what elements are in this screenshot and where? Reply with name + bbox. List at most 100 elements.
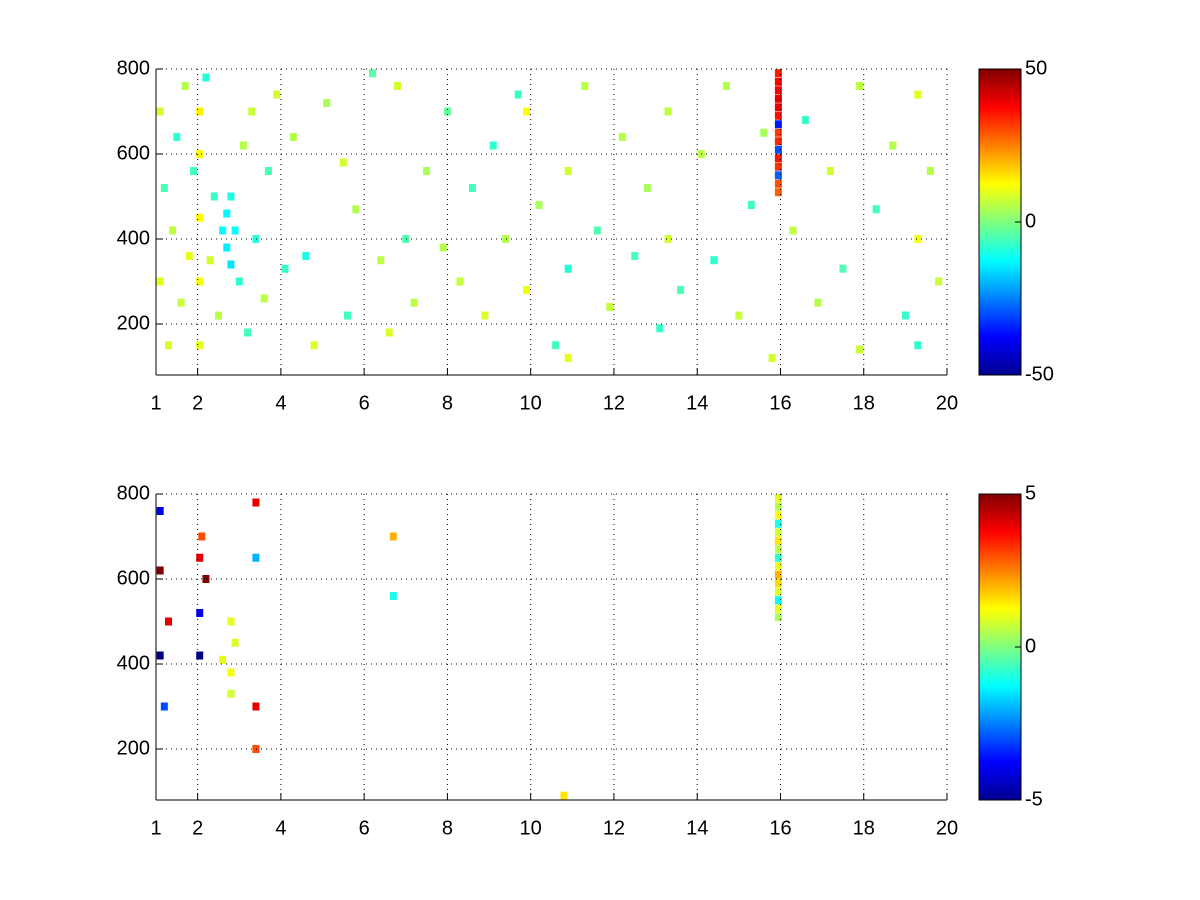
heat-cell	[774, 562, 782, 571]
heat-cell	[768, 354, 776, 362]
heat-cell	[177, 298, 185, 307]
x-tick-label: 20	[936, 817, 958, 839]
heat-cell	[227, 260, 235, 269]
heat-cell	[774, 154, 782, 163]
colorbar-tick-label: 0	[1025, 635, 1036, 657]
heat-cell	[196, 609, 204, 617]
heat-cell	[231, 226, 239, 235]
x-tick-label: 8	[442, 817, 453, 839]
heat-cell	[774, 86, 782, 95]
heat-cell	[664, 107, 672, 116]
heat-cell	[389, 532, 397, 541]
heat-cell	[389, 592, 397, 600]
heat-cell	[914, 235, 922, 243]
heat-cell	[223, 209, 231, 218]
heat-cell	[402, 235, 410, 243]
heat-cell	[393, 82, 401, 90]
heat-cell	[631, 252, 639, 260]
heat-cell	[302, 252, 310, 260]
heat-cell	[774, 77, 782, 86]
heat-cell	[774, 570, 782, 579]
heat-cell	[164, 617, 172, 626]
heat-cell	[202, 73, 210, 82]
heat-cell	[774, 587, 782, 596]
y-tick-label: 800	[117, 57, 150, 79]
heat-cell	[774, 519, 782, 528]
y-tick-label: 400	[117, 652, 150, 674]
y-tick-label: 200	[117, 737, 150, 759]
heat-cell	[169, 226, 177, 235]
heat-cell	[164, 341, 172, 350]
heat-cell	[173, 133, 181, 141]
heat-cell	[564, 354, 572, 362]
heat-cell	[339, 158, 347, 167]
x-tick-label: 6	[359, 817, 370, 839]
heat-cell	[223, 243, 231, 252]
heat-cell	[774, 494, 782, 503]
heat-cell	[468, 184, 476, 192]
heat-cell	[593, 226, 601, 235]
y-tick-label: 600	[117, 142, 150, 164]
heat-cell	[310, 341, 318, 350]
heat-cell	[344, 311, 352, 320]
heat-cell	[774, 69, 782, 78]
heat-cell	[227, 192, 235, 201]
x-tick-label: 16	[769, 817, 791, 839]
heat-cell	[196, 213, 204, 222]
heat-cell	[774, 536, 782, 545]
colorbar-tick-label: -5	[1025, 788, 1043, 810]
x-tick-label: 12	[603, 817, 625, 839]
heat-cell	[774, 579, 782, 588]
x-tick-label: 2	[192, 817, 203, 839]
heat-cell	[774, 94, 782, 103]
heat-cell	[643, 184, 651, 192]
colorbar	[978, 68, 1022, 376]
heat-cell	[196, 553, 204, 562]
heat-cell	[219, 226, 227, 235]
x-tick-label: 8	[442, 392, 453, 414]
heat-cell	[774, 120, 782, 129]
heat-cell	[244, 328, 252, 337]
heat-cell	[814, 298, 822, 307]
x-tick-label: 4	[275, 817, 286, 839]
heat-cell	[523, 107, 531, 116]
heat-cell	[774, 171, 782, 180]
heat-cell	[722, 82, 730, 90]
heat-cell	[156, 566, 164, 575]
x-tick-label: 4	[275, 392, 286, 414]
heat-cell	[252, 553, 260, 562]
heat-cell	[439, 243, 447, 252]
heat-cell	[248, 107, 256, 116]
x-tick-label: 16	[769, 392, 791, 414]
heat-cell	[926, 167, 934, 175]
heat-cell	[606, 303, 614, 311]
heat-cell	[826, 167, 834, 175]
heat-cell	[935, 277, 943, 286]
heat-cell	[489, 141, 497, 150]
y-tick-label: 600	[117, 567, 150, 589]
x-tick-label: 20	[936, 392, 958, 414]
heat-cell	[252, 498, 260, 507]
heat-cell	[227, 689, 235, 698]
heat-cell	[889, 141, 897, 150]
colorbar-tick-label: 0	[1025, 210, 1036, 232]
heat-cell	[323, 99, 331, 107]
heat-cell	[789, 226, 797, 235]
heat-cell	[856, 345, 864, 354]
heat-cell	[196, 150, 204, 158]
heat-cell	[581, 82, 589, 90]
x-tick-label: 18	[853, 392, 875, 414]
heat-cell	[196, 277, 204, 286]
heat-cell	[443, 107, 451, 116]
heat-cell	[523, 286, 531, 294]
heat-cell	[368, 69, 376, 78]
heat-cell	[774, 103, 782, 112]
heat-cell	[219, 655, 227, 664]
x-tick-label: 1	[150, 392, 161, 414]
heat-cell	[214, 311, 222, 320]
heat-cell	[735, 311, 743, 320]
heat-cell	[235, 277, 243, 286]
heat-cell	[914, 341, 922, 350]
heat-cell	[774, 137, 782, 146]
heat-cell	[901, 311, 909, 320]
